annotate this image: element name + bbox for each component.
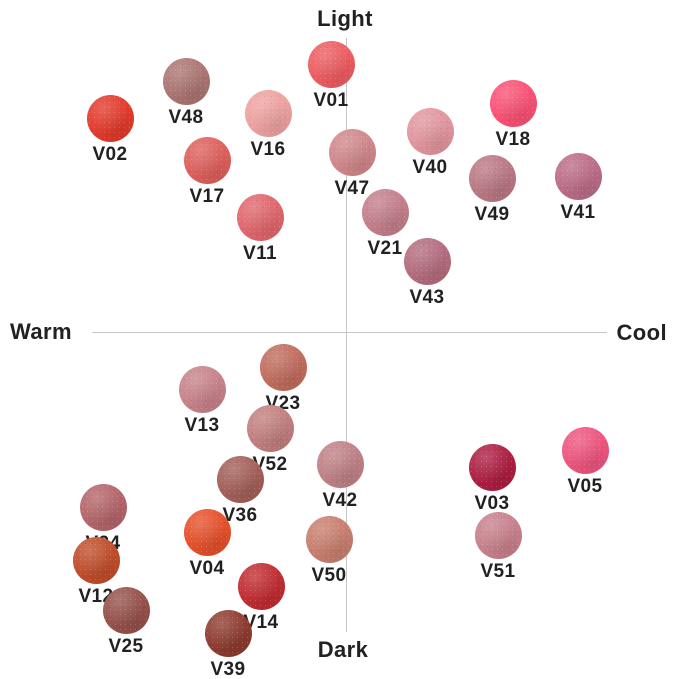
swatch-label-v43: V43 [409,286,445,308]
swatch-label-v50: V50 [311,564,347,586]
swatch-label-v42: V42 [322,489,358,511]
swatch-label-v25: V25 [108,635,144,657]
swatch-v12 [72,536,120,584]
swatch-label-v04: V04 [189,557,225,579]
swatch-label-v02: V02 [92,143,128,165]
swatch-label-v16: V16 [250,138,286,160]
swatch-v47 [328,128,376,176]
axis-label-light: Light [317,6,373,31]
swatch-label-v01: V01 [313,89,349,111]
swatch-v21 [361,188,409,236]
swatch-v42 [316,440,364,488]
swatch-label-v05: V05 [567,475,603,497]
swatch-v49 [468,154,516,202]
swatch-v11 [236,193,284,241]
swatch-label-v21: V21 [367,237,403,259]
swatch-label-v03: V03 [474,492,510,514]
swatch-v02 [86,94,134,142]
swatch-v25 [102,586,150,634]
axis-label-dark: Dark [317,637,369,662]
swatch-v40 [406,107,454,155]
swatch-label-v13: V13 [184,414,220,436]
axis-label-cool: Cool [616,320,667,345]
swatch-label-v47: V47 [334,177,370,199]
axis-label-warm: Warm [10,319,72,344]
swatch-label-v48: V48 [168,106,204,128]
swatch-v14 [237,562,285,610]
swatch-v36 [216,455,264,503]
swatch-label-v11: V11 [243,242,277,264]
vertical-axis-line [346,38,347,632]
swatch-v13 [178,365,226,413]
swatch-label-v41: V41 [560,201,596,223]
swatch-v04 [183,508,231,556]
swatch-v03 [468,443,516,491]
swatch-label-v36: V36 [222,504,258,526]
swatch-v05 [561,426,609,474]
swatch-v41 [554,152,602,200]
swatch-v50 [305,515,353,563]
swatch-label-v18: V18 [495,128,531,150]
swatch-v51 [474,511,522,559]
swatch-v18 [489,79,537,127]
swatch-v24 [79,483,127,531]
swatch-v43 [403,237,451,285]
swatch-v16 [244,89,292,137]
horizontal-axis-line [92,332,607,333]
swatch-v48 [162,57,210,105]
swatch-label-v40: V40 [412,156,448,178]
swatch-label-v51: V51 [480,560,516,582]
swatch-label-v14: V14 [243,611,279,633]
swatch-v39 [204,609,252,657]
swatch-label-v17: V17 [189,185,225,207]
swatch-v01 [307,40,355,88]
swatch-label-v39: V39 [210,658,246,679]
swatch-v17 [183,136,231,184]
swatch-v52 [246,404,294,452]
swatch-label-v49: V49 [474,203,510,225]
swatch-v23 [259,343,307,391]
